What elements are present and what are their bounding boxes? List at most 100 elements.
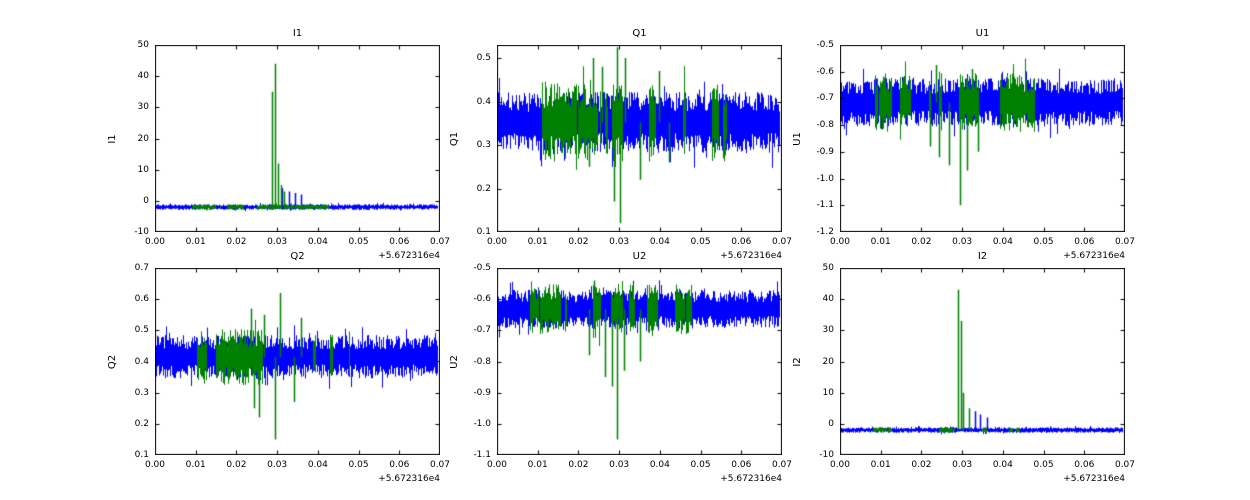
y-tick-label: -0.6: [473, 294, 491, 305]
x-tick-label: 0.03: [609, 460, 630, 470]
y-tick-label: 0.1: [476, 227, 491, 237]
x-tick-label: 0.00: [486, 460, 508, 470]
x-tick-label: 0.04: [649, 237, 670, 247]
plot-area-i2: [840, 268, 1125, 455]
x-tick-label: 0.04: [992, 460, 1013, 470]
x-tick-label: 0.03: [267, 460, 288, 470]
plot-area-q1: [497, 45, 782, 232]
x-tick-label: 0.05: [348, 460, 369, 470]
x-tick-label: 0.02: [911, 237, 932, 247]
subplot-title: I2: [977, 251, 988, 262]
x-tick-label: 0.02: [568, 237, 589, 247]
x-tick-label: 0.05: [1033, 237, 1054, 247]
y-tick-label: 40: [822, 294, 834, 305]
y-tick-label: -0.7: [473, 325, 491, 336]
x-tick-label: 0.01: [527, 237, 548, 247]
x-tick-label: 0.06: [1074, 237, 1095, 247]
x-tick-label: 0.03: [609, 237, 630, 247]
y-tick-label: -10: [134, 227, 149, 237]
x-tick-label: 0.01: [870, 237, 891, 247]
plot-area-i1: [155, 45, 440, 232]
y-tick-label: 0.7: [134, 263, 149, 273]
y-tick-label: 30: [822, 325, 834, 336]
x-tick-label: 0.07: [429, 237, 451, 247]
subplot-title: Q1: [632, 28, 647, 39]
y-tick-label: 30: [137, 102, 149, 113]
y-tick-label: 0.3: [476, 140, 491, 151]
y-tick-label: 50: [137, 40, 149, 50]
x-tick-label: 0.07: [429, 460, 451, 470]
subplot-q2: Q2 Q2 0.1 0.2 0.3 0.4 0.5 0.6 0.7 0.00 0.01 0.02 0.0…: [95, 235, 458, 493]
y-tick-label: -0.7: [816, 93, 834, 104]
subplot-q1: Q1 Q1 0.1 0.2 0.3 0.4 0.5 0.00 0.01 0.02 0.03 0.04 0…: [437, 12, 800, 270]
x-tick-label: 0.00: [829, 460, 851, 470]
y-tick-label: 20: [137, 133, 149, 144]
x-tick-label: 0.00: [144, 237, 166, 247]
y-tick-label: 0.4: [476, 96, 491, 107]
x-tick-label: 0.07: [771, 237, 793, 247]
x-tick-label: 0.06: [731, 237, 752, 247]
y-tick-label: -10: [819, 450, 834, 460]
x-tick-label: 0.07: [1114, 237, 1136, 247]
y-axis-label: Q1: [449, 131, 460, 146]
y-tick-label: -0.8: [473, 356, 491, 367]
subplot-u1: U1 U1 -1.2 -1.1 -1.0 -0.9 -0.8 -0.7 -0.6 -0.5 0.00…: [780, 12, 1143, 270]
x-offset-label: +5.672316e4: [720, 251, 782, 261]
y-tick-label: 20: [822, 356, 834, 367]
y-tick-label: -0.9: [473, 387, 491, 398]
x-tick-label: 0.04: [649, 460, 670, 470]
y-tick-label: 0.3: [134, 387, 149, 398]
y-tick-label: -1.1: [473, 450, 491, 460]
x-offset-label: +5.672316e4: [1063, 474, 1125, 484]
plot-area-u2: [497, 268, 782, 455]
x-tick-label: 0.02: [568, 460, 589, 470]
x-offset-label: +5.672316e4: [1063, 251, 1125, 261]
x-tick-label: 0.03: [952, 237, 973, 247]
y-tick-label: 0.4: [134, 356, 149, 367]
plot-area-q2: [155, 268, 440, 455]
y-tick-label: 50: [822, 263, 834, 273]
y-tick-label: -0.5: [473, 263, 491, 273]
x-tick-label: 0.06: [389, 460, 410, 470]
x-tick-label: 0.07: [1114, 460, 1136, 470]
y-tick-label: -0.6: [816, 66, 834, 77]
y-tick-label: 0.1: [134, 450, 149, 460]
y-tick-label: 0.5: [134, 325, 149, 336]
x-tick-label: 0.01: [870, 460, 891, 470]
subplot-u2: U2 U2 -1.1 -1.0 -0.9 -0.8 -0.7 -0.6 -0.5 0.00 0.01…: [437, 235, 800, 493]
y-tick-label: 0.6: [134, 294, 149, 305]
x-offset-label: +5.672316e4: [378, 251, 440, 261]
x-tick-label: 0.06: [731, 460, 752, 470]
x-tick-label: 0.03: [952, 460, 973, 470]
plot-area-u1: [840, 45, 1125, 232]
x-tick-label: 0.05: [690, 460, 711, 470]
x-offset-label: +5.672316e4: [378, 474, 440, 484]
y-tick-label: -1.0: [816, 173, 834, 184]
x-tick-label: 0.06: [389, 237, 410, 247]
subplot-title: Q2: [290, 251, 305, 262]
x-tick-label: 0.04: [307, 460, 328, 470]
y-tick-label: 10: [822, 387, 834, 398]
y-tick-label: 0.5: [476, 53, 491, 64]
x-tick-label: 0.03: [267, 237, 288, 247]
x-tick-label: 0.01: [185, 460, 206, 470]
x-tick-label: 0.01: [527, 460, 548, 470]
x-tick-label: 0.06: [1074, 460, 1095, 470]
y-tick-label: -1.1: [816, 200, 834, 211]
x-tick-label: 0.00: [486, 237, 508, 247]
x-tick-label: 0.05: [348, 237, 369, 247]
x-tick-label: 0.07: [771, 460, 793, 470]
y-tick-label: 0: [143, 195, 149, 206]
x-tick-label: 0.04: [307, 237, 328, 247]
y-tick-label: 0.2: [134, 418, 149, 429]
subplot-i2: I2 I2 -10 0 10 20 30 40 50 0.00 0.01 0.02 0.03 0.04 0.…: [780, 235, 1143, 493]
x-tick-label: 0.00: [144, 460, 166, 470]
x-tick-label: 0.04: [992, 237, 1013, 247]
y-tick-label: 0.2: [476, 183, 491, 194]
x-tick-label: 0.02: [226, 460, 247, 470]
subplot-title: I1: [292, 28, 303, 39]
x-tick-label: 0.02: [226, 237, 247, 247]
y-tick-label: 0: [828, 418, 834, 429]
y-tick-label: -1.0: [473, 418, 491, 429]
x-tick-label: 0.05: [690, 237, 711, 247]
